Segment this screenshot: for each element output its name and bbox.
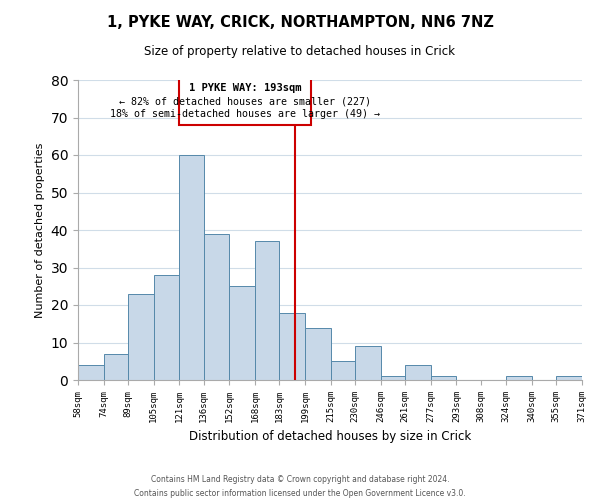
Text: 1, PYKE WAY, CRICK, NORTHAMPTON, NN6 7NZ: 1, PYKE WAY, CRICK, NORTHAMPTON, NN6 7NZ: [107, 15, 493, 30]
Text: 18% of semi-detached houses are larger (49) →: 18% of semi-detached houses are larger (…: [110, 110, 380, 120]
Bar: [179, 155, 203, 380]
Text: 1 PYKE WAY: 193sqm: 1 PYKE WAY: 193sqm: [189, 82, 302, 92]
Bar: [405, 365, 431, 380]
Bar: [431, 376, 457, 380]
X-axis label: Distribution of detached houses by size in Crick: Distribution of detached houses by size …: [189, 430, 471, 444]
Bar: [355, 346, 381, 380]
Bar: [203, 234, 229, 380]
Text: Contains HM Land Registry data © Crown copyright and database right 2024.
Contai: Contains HM Land Registry data © Crown c…: [134, 476, 466, 498]
Bar: [154, 275, 179, 380]
Bar: [381, 376, 405, 380]
Y-axis label: Number of detached properties: Number of detached properties: [35, 142, 45, 318]
Bar: [255, 242, 279, 380]
Bar: [104, 354, 128, 380]
Text: Size of property relative to detached houses in Crick: Size of property relative to detached ho…: [145, 45, 455, 58]
Bar: [506, 376, 532, 380]
FancyBboxPatch shape: [179, 78, 311, 125]
Text: ← 82% of detached houses are smaller (227): ← 82% of detached houses are smaller (22…: [119, 96, 371, 106]
Bar: [331, 361, 355, 380]
Bar: [128, 294, 154, 380]
Bar: [279, 312, 305, 380]
Bar: [305, 328, 331, 380]
Bar: [229, 286, 255, 380]
Bar: [78, 365, 104, 380]
Bar: [556, 376, 582, 380]
